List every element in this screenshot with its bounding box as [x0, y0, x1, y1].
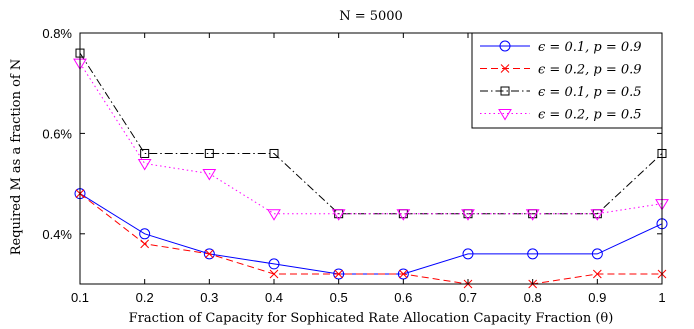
series-line-2: [79, 193, 662, 285]
x-tick-label: 0.9: [588, 290, 606, 305]
data-point: [202, 169, 217, 181]
data-point: [527, 248, 539, 260]
data-point: [462, 248, 474, 260]
data-point: [398, 269, 408, 279]
data-point: [397, 268, 409, 280]
series-2: [75, 189, 667, 289]
legend-marker: [498, 109, 512, 121]
data-point: [137, 159, 152, 171]
x-tick-label: 0.7: [459, 290, 477, 305]
series-line-1: [79, 193, 663, 275]
legend-box: [471, 32, 663, 129]
data-point: [333, 268, 345, 280]
x-tick-label: 0.1: [71, 290, 89, 305]
data-point: [590, 209, 605, 221]
x-tick-label: 0.4: [265, 290, 283, 305]
legend: ϵ = 0.1, p = 0.9 ϵ = 0.2, p = 0.9 ϵ = 0.1,…: [471, 32, 663, 129]
data-point: [267, 209, 281, 221]
ticks-layer: 0.1 0.2 0.3 0.4 0.5 0.6 0.7 0.8 0.9 1 0.4% 0.6% 0.8%: [42, 26, 665, 305]
data-point: [592, 269, 602, 279]
y-tick-label: 0.6%: [42, 126, 72, 141]
series-line-3: [79, 52, 663, 215]
legend-label: ϵ = 0.2, p = 0.9: [538, 63, 642, 78]
data-point: [461, 209, 475, 221]
legend-marker: [500, 86, 510, 96]
plot-frame: [79, 32, 663, 285]
data-point: [139, 228, 151, 240]
legend-label: ϵ = 0.1, p = 0.5: [538, 85, 642, 100]
x-tick-label: 1: [658, 290, 665, 305]
data-point: [203, 248, 215, 260]
x-tick-label: 0.6: [394, 290, 412, 305]
data-point: [331, 209, 346, 221]
series-layer: [73, 48, 669, 289]
data-point: [269, 148, 279, 158]
legend-entry-4: ϵ = 0.2, p = 0.5: [480, 108, 642, 123]
data-point: [396, 209, 411, 221]
data-point: [269, 269, 279, 279]
legend-label: ϵ = 0.1, p = 0.9: [538, 40, 642, 55]
legend-entry-2: ϵ = 0.2, p = 0.9: [480, 63, 642, 78]
legend-label: ϵ = 0.2, p = 0.5: [538, 108, 642, 123]
legend-marker: [499, 40, 511, 52]
legend-entry-3: ϵ = 0.1, p = 0.5: [480, 85, 642, 100]
data-point: [140, 148, 150, 158]
data-point: [268, 258, 280, 270]
x-tick-label: 0.2: [136, 290, 154, 305]
x-axis-label: Fraction of Capacity for Sophicated Rate…: [129, 311, 614, 326]
chart-title: N = 5000: [339, 9, 403, 24]
y-axis-label: Required M as a fraction of N: [9, 59, 24, 256]
legend-entry-1: ϵ = 0.1, p = 0.9: [480, 40, 642, 55]
legend-marker: [500, 64, 510, 73]
data-point: [334, 269, 344, 279]
x-tick-label: 0.8: [524, 290, 542, 305]
y-tick-label: 0.8%: [42, 26, 72, 41]
data-point: [591, 248, 603, 260]
data-point: [140, 239, 150, 249]
data-point: [525, 209, 540, 221]
series-1: [74, 188, 668, 280]
data-point: [204, 249, 214, 259]
data-point: [204, 148, 214, 158]
y-tick-label: 0.4%: [42, 227, 72, 242]
x-tick-label: 0.5: [330, 290, 348, 305]
x-tick-label: 0.3: [200, 290, 218, 305]
